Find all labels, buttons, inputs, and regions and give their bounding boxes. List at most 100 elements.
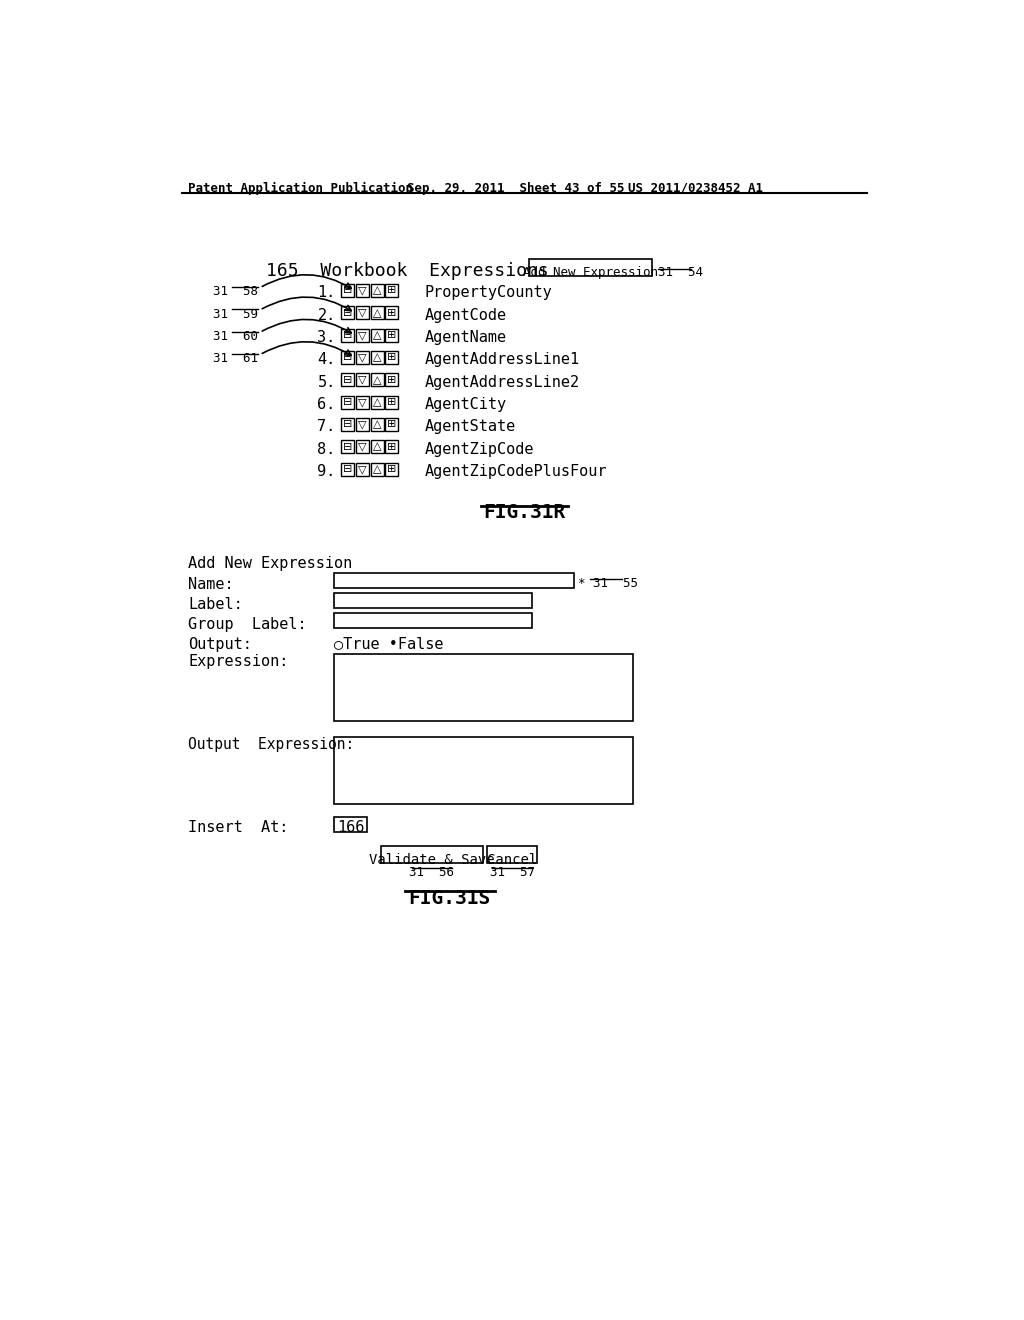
Text: Output:: Output: xyxy=(188,636,252,652)
Text: Add New Expression: Add New Expression xyxy=(188,556,352,570)
Text: ⊟: ⊟ xyxy=(343,308,352,318)
Bar xyxy=(341,441,354,453)
Text: ⊟: ⊟ xyxy=(343,285,352,296)
Bar xyxy=(356,306,369,319)
Text: ○True •False: ○True •False xyxy=(334,636,443,652)
Bar xyxy=(356,374,369,387)
Text: ⊞: ⊞ xyxy=(387,285,396,296)
Bar xyxy=(334,593,531,609)
Bar xyxy=(341,284,354,297)
Text: AgentName: AgentName xyxy=(425,330,507,345)
Text: 3.: 3. xyxy=(317,330,336,345)
Text: △: △ xyxy=(373,352,381,363)
Bar xyxy=(356,351,369,364)
Text: 166: 166 xyxy=(337,820,365,834)
Bar xyxy=(341,329,354,342)
Bar xyxy=(385,396,398,409)
Text: AgentCode: AgentCode xyxy=(425,308,507,323)
Text: ⊟: ⊟ xyxy=(343,330,352,341)
Text: AgentState: AgentState xyxy=(425,420,516,434)
Text: Insert  At:: Insert At: xyxy=(188,820,289,834)
Text: ▽: ▽ xyxy=(358,352,367,363)
Bar xyxy=(371,374,384,387)
Text: △: △ xyxy=(373,308,381,318)
Bar xyxy=(486,846,538,863)
Text: 4.: 4. xyxy=(317,352,336,367)
Text: FIG.31S: FIG.31S xyxy=(409,890,490,908)
Bar xyxy=(356,418,369,430)
Text: US 2011/0238452 A1: US 2011/0238452 A1 xyxy=(628,182,763,194)
Bar xyxy=(341,396,354,409)
Text: 9.: 9. xyxy=(317,465,336,479)
Text: Label:: Label: xyxy=(188,597,244,611)
Text: FIG.31R: FIG.31R xyxy=(483,503,566,523)
Text: Cancel: Cancel xyxy=(486,853,538,867)
Text: 1.: 1. xyxy=(317,285,336,301)
Text: ⊟: ⊟ xyxy=(343,352,352,363)
Bar xyxy=(356,396,369,409)
Bar xyxy=(341,306,354,319)
Text: ▽: ▽ xyxy=(358,308,367,318)
Text: ⊟: ⊟ xyxy=(343,442,352,451)
Text: 31  57: 31 57 xyxy=(489,866,535,879)
Bar xyxy=(341,418,354,430)
Bar xyxy=(341,351,354,364)
Bar xyxy=(385,329,398,342)
Bar xyxy=(385,418,398,430)
Text: △: △ xyxy=(373,465,381,474)
Bar xyxy=(356,284,369,297)
Text: ▽: ▽ xyxy=(358,442,367,451)
Text: ⊞: ⊞ xyxy=(387,352,396,363)
Text: 31  56: 31 56 xyxy=(410,866,455,879)
Text: 7.: 7. xyxy=(317,420,336,434)
Text: △: △ xyxy=(373,285,381,296)
Text: ▽: ▽ xyxy=(358,397,367,407)
Bar xyxy=(381,846,483,863)
Bar xyxy=(334,653,633,721)
Bar xyxy=(371,418,384,430)
Text: ⊞: ⊞ xyxy=(387,397,396,407)
Text: Name:: Name: xyxy=(188,577,234,591)
Bar xyxy=(371,306,384,319)
Bar xyxy=(385,351,398,364)
Text: 31  54: 31 54 xyxy=(658,267,703,280)
Text: ▽: ▽ xyxy=(358,285,367,296)
Text: 31  58: 31 58 xyxy=(213,285,258,298)
Text: ▽: ▽ xyxy=(358,465,367,474)
Text: Output  Expression:: Output Expression: xyxy=(188,737,354,751)
Bar xyxy=(371,284,384,297)
Text: * 31  55: * 31 55 xyxy=(579,577,638,590)
Text: 165  Workbook  Expressions: 165 Workbook Expressions xyxy=(266,263,549,280)
Bar xyxy=(385,462,398,475)
Bar xyxy=(529,259,652,276)
Bar xyxy=(385,441,398,453)
Text: ⊟: ⊟ xyxy=(343,465,352,474)
Bar xyxy=(341,462,354,475)
Text: 5.: 5. xyxy=(317,375,336,389)
Text: Sep. 29, 2011  Sheet 43 of 55: Sep. 29, 2011 Sheet 43 of 55 xyxy=(407,182,625,194)
Text: △: △ xyxy=(373,330,381,341)
Text: ▽: ▽ xyxy=(358,330,367,341)
Bar xyxy=(371,351,384,364)
Text: △: △ xyxy=(373,375,381,384)
Text: 31  60: 31 60 xyxy=(213,330,258,343)
Bar xyxy=(341,374,354,387)
Text: AgentZipCode: AgentZipCode xyxy=(425,442,535,457)
Text: AgentAddressLine1: AgentAddressLine1 xyxy=(425,352,580,367)
Text: 2.: 2. xyxy=(317,308,336,323)
Text: Expression:: Expression: xyxy=(188,653,289,668)
Text: 31  61: 31 61 xyxy=(213,352,258,366)
Text: ⊞: ⊞ xyxy=(387,330,396,341)
Text: ⊞: ⊞ xyxy=(387,308,396,318)
Bar xyxy=(356,462,369,475)
Bar xyxy=(385,306,398,319)
Text: AgentZipCodePlusFour: AgentZipCodePlusFour xyxy=(425,465,607,479)
Bar xyxy=(356,441,369,453)
Text: ⊟: ⊟ xyxy=(343,375,352,384)
Bar xyxy=(334,573,574,589)
Text: Patent Application Publication: Patent Application Publication xyxy=(188,182,414,194)
Text: △: △ xyxy=(373,442,381,451)
Text: Add New Expression: Add New Expression xyxy=(523,267,658,280)
Text: △: △ xyxy=(373,397,381,407)
Text: ⊞: ⊞ xyxy=(387,442,396,451)
